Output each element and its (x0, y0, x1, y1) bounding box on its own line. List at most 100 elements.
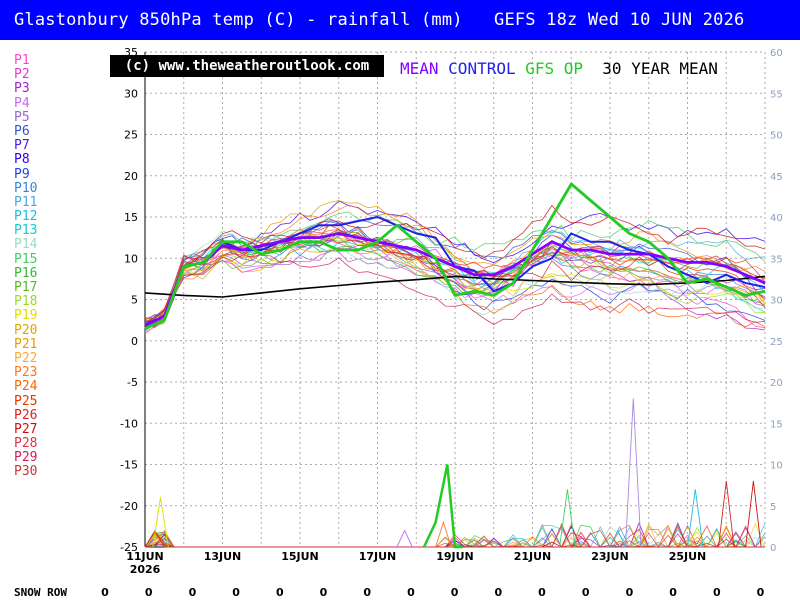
member-p8: P8 (14, 152, 30, 168)
rain-peak-line (687, 489, 704, 548)
member-temp-line-p4 (144, 232, 766, 327)
x-tick-label: 23JUN (591, 550, 629, 563)
snow-row-value: 0 (232, 586, 240, 599)
right-tick-label: 40 (770, 213, 783, 224)
member-p18: P18 (14, 294, 38, 310)
right-tick-label: 60 (770, 48, 783, 59)
snow-row-value: 0 (451, 586, 459, 599)
member-p12: P12 (14, 209, 38, 225)
member-p29: P29 (14, 450, 38, 466)
x-tick-label: 17JUN (359, 550, 397, 563)
copyright-label: (c) www.theweatheroutlook.com (110, 55, 384, 77)
snow-row-value: 0 (757, 586, 765, 599)
member-p1: P1 (14, 53, 30, 68)
left-tick-label: 15 (124, 211, 138, 224)
x-tick-label: 19JUN (436, 550, 474, 563)
member-p25: P25 (14, 393, 38, 409)
member-temp-line-p25 (144, 224, 766, 328)
right-tick-label: 0 (770, 543, 776, 554)
legend-control: CONTROL (448, 59, 526, 78)
member-temp-line-p15 (144, 211, 766, 326)
snow-row-value: 0 (494, 586, 502, 599)
right-tick-label: 10 (770, 461, 783, 472)
member-p30: P30 (14, 464, 38, 480)
member-p7: P7 (14, 138, 30, 154)
member-p14: P14 (14, 237, 38, 253)
right-tick-label: 45 (770, 172, 783, 183)
member-temp-line-p5 (144, 248, 766, 321)
member-p2: P2 (14, 67, 30, 83)
snow-row-value: 0 (538, 586, 546, 599)
member-p21: P21 (14, 336, 38, 352)
legend-mean: MEAN (400, 59, 449, 78)
rain-peak-line (435, 520, 452, 548)
member-temp-line-p19 (144, 232, 766, 324)
right-tick-label: 35 (770, 254, 783, 265)
right-tick-label: 5 (770, 502, 776, 513)
gfs-op-line (144, 182, 766, 330)
thirty-year-mean-line (144, 275, 766, 298)
snow-row-value: 0 (145, 586, 153, 599)
legend-gfs-op: GFS OP (525, 59, 603, 78)
ensemble-member-list: P1 P2 P3 P4 P5 P6 P7 P8 P9 P10 P11 P12 P13 P14 P15 P16 P… (14, 53, 38, 480)
member-p9: P9 (14, 166, 30, 182)
member-p17: P17 (14, 280, 38, 295)
left-tick-label: -25 (120, 541, 138, 554)
member-p20: P20 (14, 322, 38, 338)
rain-peak-line (718, 480, 735, 548)
member-p13: P13 (14, 223, 38, 239)
x-tick-label: 25JUN (669, 550, 707, 563)
member-temp-line-p6 (144, 219, 766, 321)
chart-legend: MEAN CONTROL GFS OP 30 YEAR MEAN (400, 58, 718, 80)
member-p24: P24 (14, 379, 38, 395)
chart-title-bar: Glastonbury 850hPa temp (C) - rainfall (… (0, 0, 800, 40)
snow-row-label: SNOW ROW (14, 586, 67, 599)
member-p19: P19 (14, 308, 38, 324)
snow-row-value: 0 (669, 586, 677, 599)
member-p11: P11 (14, 194, 38, 210)
member-p10: P10 (14, 180, 38, 196)
member-temp-line-p27 (144, 204, 766, 323)
member-temp-line-p20 (144, 248, 766, 331)
member-p6: P6 (14, 123, 30, 139)
rain-peak-line (745, 480, 762, 548)
snow-row-value: 0 (320, 586, 328, 599)
snow-row-value: 0 (276, 586, 284, 599)
snow-row-value: 0 (713, 586, 721, 599)
right-tick-label: 15 (770, 419, 783, 430)
x-tick-label: 15JUN (281, 550, 319, 563)
x-tick-label: 13JUN (204, 550, 242, 563)
member-p22: P22 (14, 350, 38, 366)
member-p3: P3 (14, 81, 30, 97)
member-p26: P26 (14, 407, 38, 423)
rain-peak-line (559, 489, 576, 548)
left-tick-label: -20 (120, 500, 138, 513)
snow-row-value: 0 (101, 586, 109, 599)
right-tick-label: 20 (770, 378, 783, 389)
left-tick-label: 0 (131, 335, 138, 348)
snow-row-value: 0 (626, 586, 634, 599)
left-tick-label: 30 (124, 87, 138, 100)
rain-peak-line (396, 529, 413, 548)
legend-30-year-mean: 30 YEAR MEAN (602, 59, 718, 78)
rain-peak-line (625, 398, 642, 548)
right-tick-label: 50 (770, 131, 783, 142)
snow-row-value: 0 (582, 586, 590, 599)
member-p4: P4 (14, 95, 30, 111)
mean-line (144, 232, 766, 328)
left-tick-label: -15 (120, 459, 138, 472)
left-tick-label: 25 (124, 129, 138, 142)
x-tick-label: 21JUN (514, 550, 552, 563)
x-year-label: 2026 (130, 563, 161, 576)
gfs-op-rain-line (422, 464, 463, 549)
x-tick-label: 11JUN (126, 550, 164, 563)
rain-peak-line (152, 497, 169, 548)
member-p16: P16 (14, 265, 38, 281)
right-tick-label: 30 (770, 296, 783, 307)
snow-row-value: 0 (363, 586, 371, 599)
left-tick-label: 5 (131, 294, 138, 307)
member-p15: P15 (14, 251, 38, 267)
rain-peak-line (609, 529, 626, 548)
member-p27: P27 (14, 421, 38, 437)
